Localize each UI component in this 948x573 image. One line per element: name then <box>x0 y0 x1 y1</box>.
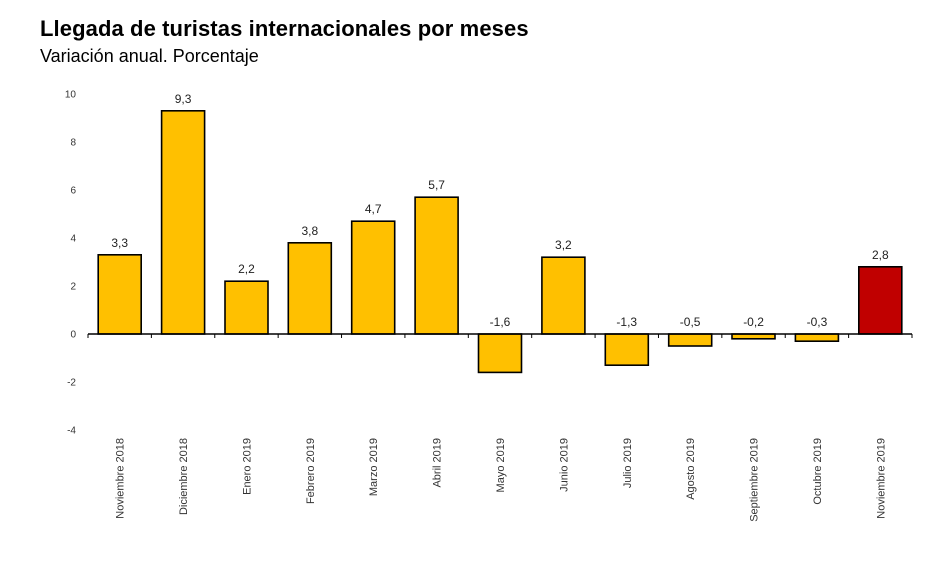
category-label: Julio 2019 <box>622 438 634 488</box>
category-label: Febrero 2019 <box>305 438 317 504</box>
y-tick-label: 6 <box>70 186 76 197</box>
chart-title: Llegada de turistas internacionales por … <box>40 16 529 41</box>
category-label: Abril 2019 <box>432 438 444 488</box>
data-label: 5,7 <box>428 178 445 192</box>
data-label: -1,3 <box>616 315 637 329</box>
bar <box>160 110 206 335</box>
bar <box>350 220 396 335</box>
data-label: -0,5 <box>680 315 701 329</box>
data-label: 2,8 <box>872 248 889 262</box>
bar <box>857 265 903 335</box>
y-tick-label: 0 <box>70 330 76 341</box>
category-label: Enero 2019 <box>241 438 253 495</box>
y-tick-label: 2 <box>70 282 76 293</box>
y-tick-label: 4 <box>70 234 76 245</box>
data-label: -0,2 <box>743 315 764 329</box>
data-label: -1,6 <box>490 315 511 329</box>
chart-subtitle: Variación anual. Porcentaje <box>40 46 259 66</box>
category-label: Octubre 2019 <box>812 438 824 505</box>
bar <box>541 256 586 335</box>
data-label: 3,2 <box>555 238 572 252</box>
bar <box>604 333 650 367</box>
bar <box>414 196 459 335</box>
category-label: Noviembre 2018 <box>115 438 127 519</box>
y-tick-label: 10 <box>65 90 77 101</box>
bar <box>97 254 142 335</box>
category-label: Junio 2019 <box>558 438 570 492</box>
category-label: Diciembre 2018 <box>178 438 190 515</box>
category-label: Marzo 2019 <box>368 438 380 496</box>
bar <box>224 280 269 335</box>
data-label: 9,3 <box>175 92 192 106</box>
category-label: Agosto 2019 <box>685 438 697 500</box>
data-label: 3,3 <box>111 236 128 250</box>
y-tick-label: -2 <box>67 378 76 389</box>
bar <box>477 333 523 374</box>
category-label: Noviembre 2019 <box>875 438 887 519</box>
bar <box>731 333 776 340</box>
category-label: Septiembre 2019 <box>749 438 761 522</box>
data-label: -0,3 <box>807 315 828 329</box>
data-label: 4,7 <box>365 202 382 216</box>
data-label: 3,8 <box>302 224 319 238</box>
category-label: Mayo 2019 <box>495 438 507 492</box>
y-tick-label: 8 <box>70 138 76 149</box>
y-tick-label: -4 <box>67 426 76 437</box>
bar <box>287 242 333 335</box>
data-label: 2,2 <box>238 262 255 276</box>
bar <box>794 333 840 342</box>
bar <box>667 333 713 347</box>
